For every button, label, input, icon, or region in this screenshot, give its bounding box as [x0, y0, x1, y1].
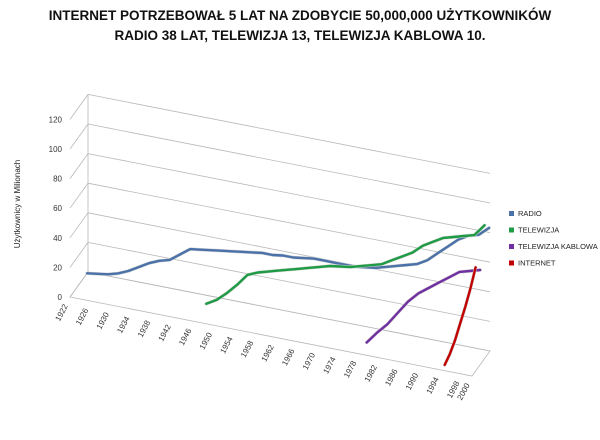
gridline — [87, 182, 491, 263]
y-tick-label: 120 — [49, 115, 63, 124]
x-tick-label: 1930 — [95, 310, 112, 330]
gridline — [87, 242, 491, 322]
series-line-shadow — [85, 226, 491, 276]
series-line-internet — [443, 266, 477, 367]
grid — [69, 94, 491, 352]
legend-swatch — [509, 211, 514, 216]
floor-outline — [69, 271, 491, 377]
y-tick-label: 80 — [53, 175, 62, 184]
legend-label: TELEWIZJA KABLOWA — [518, 242, 598, 251]
x-tick-label: 1986 — [383, 367, 400, 387]
series-line-radio — [85, 226, 491, 276]
x-tick-label: 1958 — [239, 339, 256, 359]
x-axis-ticks: 1922 1926 1930 1934 1938 1942 1946 1950 1954 1958… — [53, 302, 472, 401]
x-tick-label: 1946 — [177, 327, 194, 347]
x-tick-label: 1974 — [321, 355, 338, 375]
legend: RADIO TELEWIZJA TELEWIZJA KABLOWA INTERNET — [509, 209, 598, 268]
y-tick-label: 100 — [49, 145, 63, 154]
x-tick-label: 1954 — [218, 335, 235, 355]
side-gridline — [69, 182, 89, 209]
x-tick-label: 1926 — [74, 306, 91, 326]
legend-label: INTERNET — [518, 259, 556, 268]
side-gridline — [69, 153, 89, 179]
y-tick-label: 60 — [53, 204, 62, 213]
x-tick-label: 1942 — [157, 322, 174, 342]
x-tick-label: 1934 — [115, 314, 132, 334]
chart-title-line-2: RADIO 38 LAT, TELEWIZJA 13, TELEWIZJA KA… — [114, 28, 486, 43]
gridline — [87, 123, 491, 204]
legend-swatch — [509, 227, 514, 233]
x-tick-label: 1970 — [301, 351, 318, 371]
x-tick-label: 1922 — [53, 302, 70, 322]
y-axis-label: Użytkownicy w Milionach — [13, 160, 22, 248]
x-tick-label: 1966 — [280, 347, 297, 367]
x-tick-label: 1950 — [198, 331, 215, 351]
chart-title-line-1: INTERNET POTRZEBOWAŁ 5 LAT NA ZDOBYCIE 5… — [48, 8, 552, 23]
side-gridline — [69, 123, 89, 150]
gridline — [87, 153, 491, 233]
x-tick-label: 1994 — [425, 375, 442, 395]
x-tick-label: 1962 — [260, 343, 277, 363]
legend-label: TELEWIZJA — [518, 226, 559, 235]
series-line-telewizja — [205, 224, 486, 305]
legend-swatch — [509, 260, 514, 266]
x-tick-label: 1938 — [136, 318, 153, 338]
y-tick-label: 20 — [53, 263, 62, 272]
y-tick-label: 40 — [53, 234, 62, 243]
chart-floor — [69, 271, 491, 377]
chart-title: INTERNET POTRZEBOWAŁ 5 LAT NA ZDOBYCIE 5… — [0, 6, 600, 46]
x-tick-label: 1982 — [363, 363, 380, 383]
legend-label: RADIO — [518, 209, 542, 218]
x-tick-label: 1978 — [342, 359, 359, 379]
y-tick-label: 0 — [58, 293, 63, 302]
side-gridline — [69, 94, 89, 120]
side-gridline — [69, 242, 89, 268]
legend-swatch — [509, 244, 514, 249]
y-axis-ticks: 0 20 40 60 80 100 120 — [49, 115, 63, 302]
series-lines — [85, 223, 491, 367]
series-line-telewizja-kablowa — [365, 268, 482, 344]
gridline — [87, 212, 491, 293]
side-gridline — [69, 212, 89, 239]
x-tick-label: 1990 — [404, 371, 421, 391]
gridline — [87, 94, 491, 174]
series-line-shadow — [365, 268, 482, 345]
